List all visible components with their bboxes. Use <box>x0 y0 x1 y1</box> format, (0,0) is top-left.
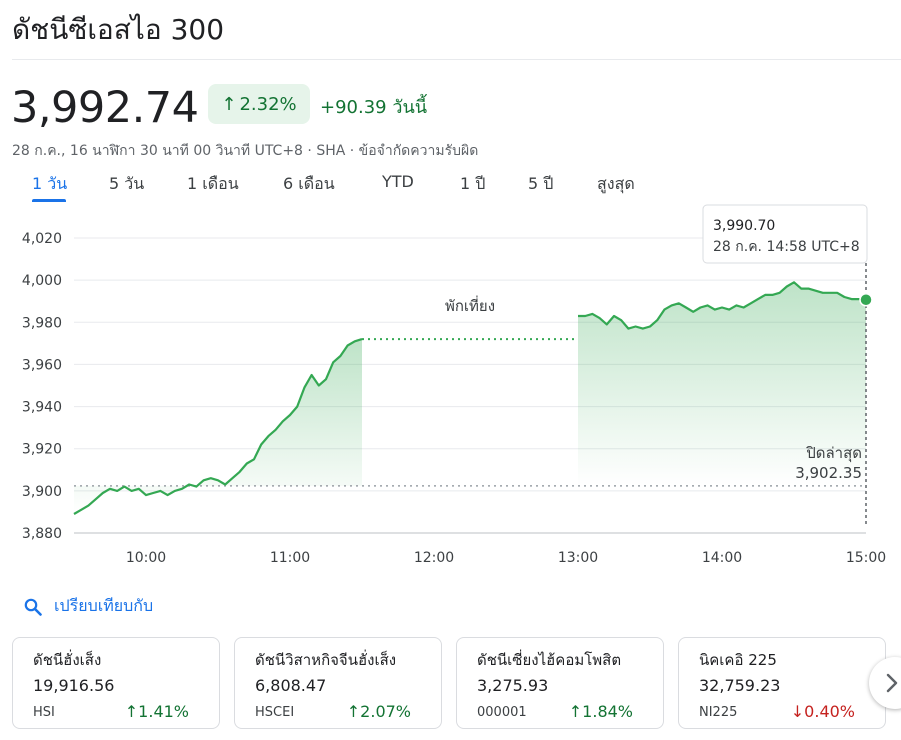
related-symbol: NI225 <box>699 705 738 720</box>
previous-close-label: ปิดล่าสุด <box>805 444 862 463</box>
related-change: ↑2.07% <box>347 702 411 721</box>
area-afternoon <box>578 282 866 486</box>
lunch-break-label: พักเที่ยง <box>445 295 495 315</box>
related-change: ↑1.41% <box>125 702 189 721</box>
y-tick-label: 3,940 <box>22 400 62 416</box>
related-value: 19,916.56 <box>33 676 115 695</box>
x-tick-label: 15:00 <box>846 550 886 566</box>
related-change: ↑1.84% <box>569 702 633 721</box>
x-tick-label: 11:00 <box>270 550 310 566</box>
related-value: 32,759.23 <box>699 676 781 695</box>
tab-1-day[interactable]: 1 วัน <box>32 172 67 202</box>
tab-5-days[interactable]: 5 วัน <box>109 174 145 193</box>
price-chart[interactable]: 3,880 3,900 3,920 3,940 3,960 3,980 4,000 4,020… <box>0 200 901 572</box>
related-card-hscei[interactable]: ดัชนีวิสาหกิจจีนฮั่งเส็ง 6,808.47 HSCEI … <box>234 637 442 729</box>
area-morning <box>74 339 362 514</box>
related-change: ↓0.40% <box>791 702 855 721</box>
arrow-up-icon: ↑ <box>568 702 583 721</box>
percent-change-badge: ↑ 2.32% <box>208 84 310 124</box>
price-line-morning <box>73 338 363 515</box>
tab-ytd[interactable]: YTD <box>382 172 414 191</box>
y-tick-label: 3,880 <box>22 526 62 542</box>
arrow-up-icon: ↑ <box>221 93 237 115</box>
x-tick-label: 13:00 <box>558 550 598 566</box>
y-axis: 3,880 3,900 3,920 3,940 3,960 3,980 4,000 4,020 <box>22 231 62 542</box>
related-name: ดัชนีฮั่งเส็ง <box>33 651 102 669</box>
page-title: ดัชนีซีเอสไอ 300 <box>12 13 225 46</box>
y-tick-label: 3,980 <box>22 315 62 331</box>
related-value: 6,808.47 <box>255 676 327 695</box>
tab-1-year[interactable]: 1 ปี <box>460 174 486 193</box>
tooltip-time: 28 ก.ค. 14:58 UTC+8 <box>713 239 860 255</box>
price-line-afternoon <box>578 281 867 330</box>
arrow-up-icon: ↑ <box>346 702 361 721</box>
compare-label: เปรียบเทียบกับ <box>54 596 154 615</box>
related-card-ni225[interactable]: นิคเคอิ 225 32,759.23 NI225 ↓0.40% <box>678 637 886 729</box>
compare-button[interactable]: เปรียบเทียบกับ <box>24 594 153 619</box>
related-name: นิคเคอิ 225 <box>699 651 777 669</box>
related-symbol: HSCEI <box>255 705 295 720</box>
related-card-hsi[interactable]: ดัชนีฮั่งเส็ง 19,916.56 HSI ↑1.41% <box>12 637 220 729</box>
related-symbol: HSI <box>33 705 55 720</box>
related-value: 3,275.93 <box>477 676 549 695</box>
chevron-right-icon <box>886 673 898 693</box>
x-tick-label: 10:00 <box>126 550 166 566</box>
percent-change-value: 2.32% <box>239 93 297 115</box>
current-price: 3,992.74 <box>11 83 199 133</box>
x-axis: 10:00 11:00 12:00 13:00 14:00 15:00 <box>126 550 886 566</box>
x-tick-label: 12:00 <box>414 550 454 566</box>
tab-max[interactable]: สูงสุด <box>597 174 635 193</box>
tooltip-value: 3,990.70 <box>713 218 775 234</box>
previous-close-value: 3,902.35 <box>795 464 862 482</box>
hover-point <box>859 292 873 307</box>
y-tick-label: 3,920 <box>22 442 62 458</box>
related-change-value: 1.41% <box>138 702 189 721</box>
arrow-up-icon: ↑ <box>124 702 139 721</box>
tab-1-month[interactable]: 1 เดือน <box>187 174 239 193</box>
y-tick-label: 3,900 <box>22 484 62 500</box>
y-tick-label: 4,000 <box>22 273 62 289</box>
related-change-value: 0.40% <box>804 702 855 721</box>
related-name: ดัชนีวิสาหกิจจีนฮั่งเส็ง <box>255 651 397 669</box>
quote-meta: 28 ก.ค., 16 นาฬิกา 30 นาที 00 วินาที UTC… <box>12 143 479 159</box>
y-tick-label: 4,020 <box>22 231 62 247</box>
search-icon <box>24 598 42 616</box>
chart-tooltip: 3,990.70 28 ก.ค. 14:58 UTC+8 <box>702 204 868 264</box>
tab-6-months[interactable]: 6 เดือน <box>283 174 335 193</box>
change-today: +90.39 วันนี้ <box>320 97 428 118</box>
related-change-value: 2.07% <box>360 702 411 721</box>
related-card-000001[interactable]: ดัชนีเซี่ยงไฮ้คอมโพสิต 3,275.93 000001 ↑… <box>456 637 664 729</box>
related-change-value: 1.84% <box>582 702 633 721</box>
tab-5-years[interactable]: 5 ปี <box>528 174 554 193</box>
y-tick-label: 3,960 <box>22 357 62 373</box>
related-symbol: 000001 <box>477 705 527 720</box>
header-divider <box>12 59 901 60</box>
related-name: ดัชนีเซี่ยงไฮ้คอมโพสิต <box>477 651 622 669</box>
x-tick-label: 14:00 <box>702 550 742 566</box>
arrow-down-icon: ↓ <box>790 702 805 721</box>
